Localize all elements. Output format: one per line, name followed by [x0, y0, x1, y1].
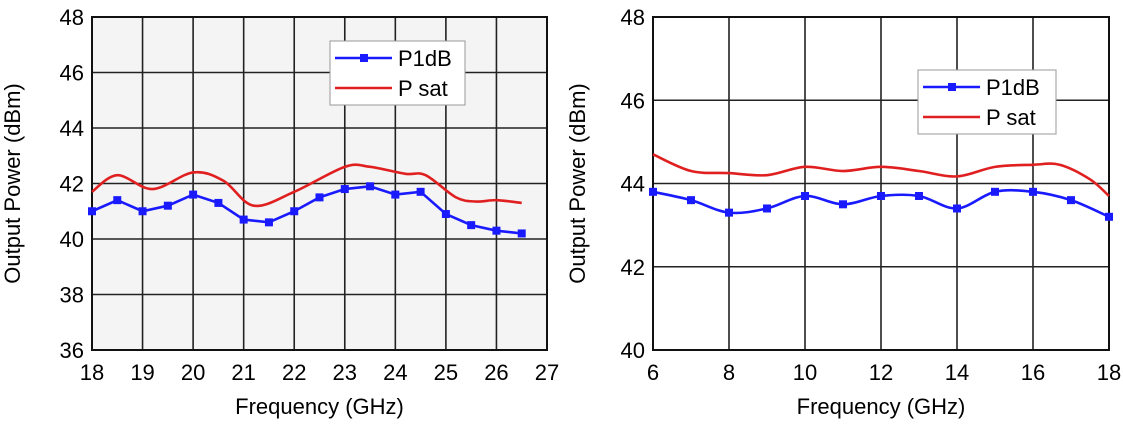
- series-line-psat: [652, 153, 1110, 197]
- chart-panel-2: 6 8 10 12 14 16 18 40 42 44 46 48 Frequency (GHz) Out…: [565, 5, 1121, 419]
- y-tick-label: 48: [60, 5, 84, 30]
- legend-box: [917, 69, 1057, 135]
- data-point: [366, 182, 375, 191]
- x-tick-label: 6: [647, 360, 659, 385]
- x-tick-label: 8: [723, 360, 735, 385]
- x-tick-label: 27: [535, 360, 559, 385]
- x-tick-label: 18: [80, 360, 104, 385]
- y-tick-label: 38: [60, 283, 84, 308]
- data-point: [138, 207, 147, 216]
- data-point: [687, 196, 695, 205]
- data-point: [391, 190, 400, 199]
- data-point: [877, 191, 885, 200]
- data-point: [163, 201, 172, 210]
- data-point: [492, 226, 501, 235]
- data-point: [239, 215, 248, 224]
- x-tick-label: 18: [1097, 360, 1121, 385]
- data-point: [416, 187, 425, 196]
- y-tick-label: 42: [60, 172, 84, 197]
- data-point: [214, 198, 223, 207]
- x-axis-label: Frequency (GHz): [797, 394, 966, 419]
- x-tick-label: 14: [945, 360, 969, 385]
- data-point: [725, 208, 733, 217]
- y-tick-label: 44: [60, 116, 84, 141]
- data-point: [441, 210, 450, 219]
- data-point: [1105, 212, 1113, 221]
- data-point: [467, 221, 476, 230]
- x-tick-label: 22: [282, 360, 306, 385]
- data-point: [915, 191, 923, 200]
- legend-label: P sat: [398, 76, 448, 101]
- data-point: [839, 200, 847, 209]
- data-point: [763, 204, 771, 213]
- legend-box: [329, 40, 466, 106]
- legend-marker: [948, 83, 956, 91]
- y-tick-label: 46: [60, 61, 84, 86]
- data-point: [953, 204, 961, 213]
- y-axis-label: Output Power (dBm): [565, 83, 590, 284]
- y-tick-label: 36: [60, 338, 84, 363]
- data-point: [517, 229, 526, 238]
- data-point: [113, 196, 122, 205]
- data-point: [189, 190, 198, 199]
- data-point: [991, 187, 999, 196]
- x-tick-label: 10: [793, 360, 817, 385]
- data-point: [264, 218, 273, 227]
- x-tick-label: 23: [333, 360, 357, 385]
- legend-label: P sat: [986, 105, 1036, 130]
- plot-frame: [652, 16, 1110, 351]
- data-point: [290, 207, 299, 216]
- x-tick-label: 20: [181, 360, 205, 385]
- legend-label: P1dB: [398, 46, 452, 71]
- chart-panel-1: 18 19 20 21 22 23 24 25 26 27 36 38 40 42 44 46 48 Freque…: [0, 5, 559, 419]
- x-tick-label: 21: [231, 360, 255, 385]
- series-line-p1db: [91, 184, 522, 235]
- data-point: [88, 207, 96, 216]
- data-point: [1067, 196, 1075, 205]
- data-point: [649, 187, 657, 196]
- y-tick-label: 48: [621, 5, 645, 30]
- x-tick-label: 12: [869, 360, 893, 385]
- data-point: [340, 185, 349, 194]
- y-tick-label: 46: [621, 88, 645, 113]
- y-tick-label: 44: [621, 172, 645, 197]
- x-tick-label: 24: [383, 360, 407, 385]
- y-tick-label: 40: [621, 338, 645, 363]
- x-tick-label: 25: [434, 360, 458, 385]
- x-axis-label: Frequency (GHz): [235, 394, 404, 419]
- y-tick-label: 42: [621, 255, 645, 280]
- x-tick-label: 19: [130, 360, 154, 385]
- plot-frame: [91, 16, 548, 351]
- x-tick-label: 16: [1021, 360, 1045, 385]
- y-axis-label: Output Power (dBm): [0, 83, 25, 284]
- series-line-psat: [91, 163, 522, 208]
- y-tick-label: 40: [60, 227, 84, 252]
- legend-label: P1dB: [986, 75, 1040, 100]
- legend: P1dB P sat: [917, 69, 1057, 135]
- x-tick-label: 26: [484, 360, 508, 385]
- legend: P1dB P sat: [329, 40, 466, 106]
- legend-marker: [360, 54, 368, 62]
- data-point: [1029, 187, 1037, 196]
- data-point: [801, 191, 809, 200]
- data-point: [315, 193, 324, 202]
